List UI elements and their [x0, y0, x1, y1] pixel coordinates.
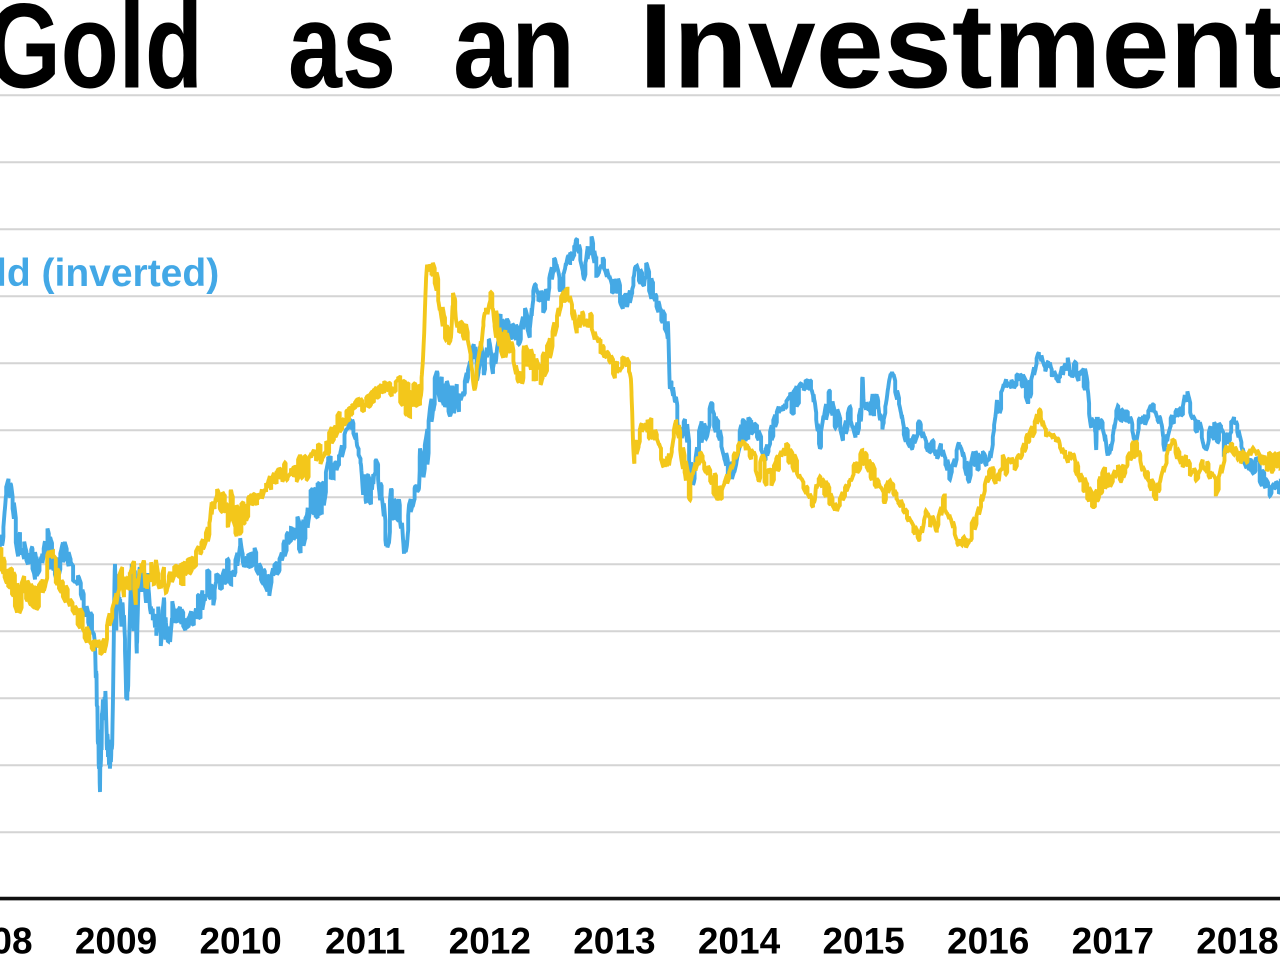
svg-text:2010: 2010: [199, 921, 281, 960]
svg-text:Gold: Gold: [0, 0, 203, 114]
svg-text:2009: 2009: [75, 921, 157, 960]
svg-text:2011: 2011: [325, 921, 405, 960]
svg-text:2013: 2013: [573, 921, 655, 960]
svg-text:2014: 2014: [698, 921, 781, 960]
svg-text:as: as: [288, 0, 396, 114]
svg-text:2016: 2016: [947, 921, 1029, 960]
svg-text:ld (inverted): ld (inverted): [0, 252, 219, 295]
svg-text:2008: 2008: [0, 921, 33, 960]
svg-text:2012: 2012: [449, 921, 531, 960]
svg-text:2018: 2018: [1196, 921, 1278, 960]
svg-text:2017: 2017: [1072, 921, 1154, 960]
svg-text:Investment: Investment: [639, 0, 1280, 114]
svg-text:an: an: [453, 0, 575, 114]
svg-text:2015: 2015: [822, 921, 904, 960]
